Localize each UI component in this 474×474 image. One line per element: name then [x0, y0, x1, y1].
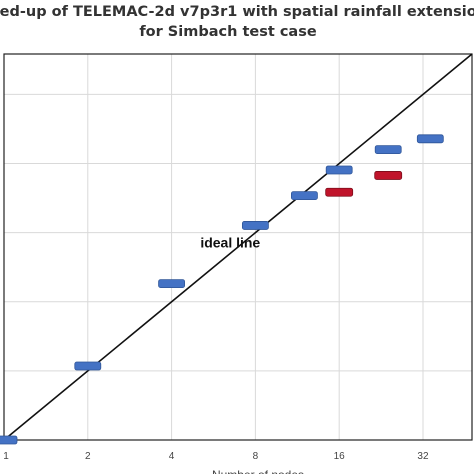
blue-data-point	[241, 221, 269, 230]
chart-title-line-1: Speed-up of TELEMAC-2d v7p3r1 with spati…	[0, 4, 474, 20]
plot-area-frame	[3, 53, 473, 441]
x-tick-label: 8	[253, 451, 259, 462]
blue-data-point	[374, 145, 402, 155]
x-axis-label: Number of nodes	[212, 468, 304, 474]
x-tick-label: 16	[334, 451, 346, 462]
ideal-line-annotation: ideal line	[200, 234, 260, 250]
x-tick-label: 4	[169, 451, 175, 462]
x-tick-label: 2	[85, 451, 91, 462]
blue-data-point	[0, 435, 18, 445]
x-tick-label: 32	[417, 451, 429, 462]
x-tick-label: 1	[3, 451, 9, 462]
blue-data-point	[416, 134, 444, 144]
chart-title: Speed-up of TELEMAC-2d v7p3r1 with spati…	[0, 4, 474, 40]
blue-data-point	[291, 191, 318, 201]
chart-title-line-2: for Simbach test case	[139, 24, 317, 40]
blue-data-point	[74, 361, 102, 371]
ideal-line	[3, 53, 473, 441]
blue-data-point	[325, 165, 353, 175]
blue-data-point	[158, 279, 185, 288]
red-data-point	[374, 171, 403, 180]
data-markers	[0, 134, 444, 445]
grid	[4, 54, 472, 440]
x-tick-labels: 1 2 4 8 16 32	[3, 451, 429, 462]
red-data-point	[325, 187, 354, 197]
